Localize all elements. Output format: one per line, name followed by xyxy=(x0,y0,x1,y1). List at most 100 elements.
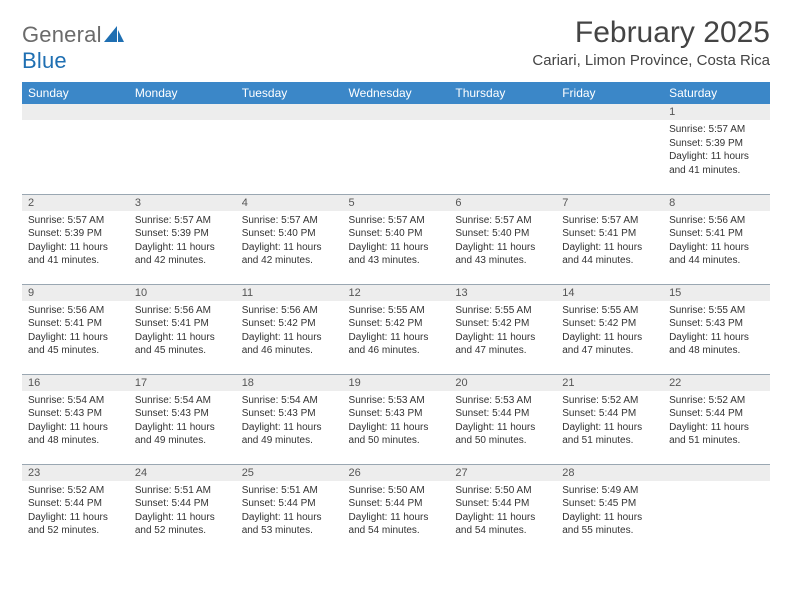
day-number: 6 xyxy=(449,195,556,211)
calendar-cell: 13Sunrise: 5:55 AMSunset: 5:42 PMDayligh… xyxy=(449,284,556,374)
day-number xyxy=(129,104,236,120)
day-number: 10 xyxy=(129,285,236,301)
calendar-cell: 3Sunrise: 5:57 AMSunset: 5:39 PMDaylight… xyxy=(129,194,236,284)
day-number xyxy=(663,465,770,481)
day-number: 16 xyxy=(22,375,129,391)
calendar-cell xyxy=(663,464,770,554)
daylight-text: Daylight: 11 hours and 49 minutes. xyxy=(135,421,230,448)
day-body xyxy=(449,120,556,180)
sunrise-text: Sunrise: 5:56 AM xyxy=(242,304,337,318)
day-body: Sunrise: 5:55 AMSunset: 5:42 PMDaylight:… xyxy=(556,301,663,362)
daylight-text: Daylight: 11 hours and 47 minutes. xyxy=(455,331,550,358)
day-number: 20 xyxy=(449,375,556,391)
calendar-cell: 14Sunrise: 5:55 AMSunset: 5:42 PMDayligh… xyxy=(556,284,663,374)
day-body: Sunrise: 5:55 AMSunset: 5:43 PMDaylight:… xyxy=(663,301,770,362)
sunrise-text: Sunrise: 5:57 AM xyxy=(669,123,764,137)
day-body: Sunrise: 5:53 AMSunset: 5:43 PMDaylight:… xyxy=(343,391,450,452)
day-body xyxy=(663,481,770,541)
day-body: Sunrise: 5:53 AMSunset: 5:44 PMDaylight:… xyxy=(449,391,556,452)
sunrise-text: Sunrise: 5:49 AM xyxy=(562,484,657,498)
day-body: Sunrise: 5:56 AMSunset: 5:41 PMDaylight:… xyxy=(663,211,770,272)
day-body: Sunrise: 5:55 AMSunset: 5:42 PMDaylight:… xyxy=(343,301,450,362)
calendar-table: Sunday Monday Tuesday Wednesday Thursday… xyxy=(22,82,770,554)
dow-thu: Thursday xyxy=(449,82,556,104)
day-number xyxy=(343,104,450,120)
sunset-text: Sunset: 5:45 PM xyxy=(562,497,657,511)
calendar-cell: 9Sunrise: 5:56 AMSunset: 5:41 PMDaylight… xyxy=(22,284,129,374)
day-body: Sunrise: 5:52 AMSunset: 5:44 PMDaylight:… xyxy=(663,391,770,452)
daylight-text: Daylight: 11 hours and 48 minutes. xyxy=(28,421,123,448)
sunset-text: Sunset: 5:40 PM xyxy=(455,227,550,241)
calendar-cell xyxy=(22,104,129,194)
day-body: Sunrise: 5:57 AMSunset: 5:40 PMDaylight:… xyxy=(449,211,556,272)
calendar-cell: 6Sunrise: 5:57 AMSunset: 5:40 PMDaylight… xyxy=(449,194,556,284)
day-body: Sunrise: 5:55 AMSunset: 5:42 PMDaylight:… xyxy=(449,301,556,362)
calendar-cell: 22Sunrise: 5:52 AMSunset: 5:44 PMDayligh… xyxy=(663,374,770,464)
day-number: 11 xyxy=(236,285,343,301)
day-body: Sunrise: 5:56 AMSunset: 5:41 PMDaylight:… xyxy=(22,301,129,362)
sunrise-text: Sunrise: 5:52 AM xyxy=(669,394,764,408)
daylight-text: Daylight: 11 hours and 51 minutes. xyxy=(562,421,657,448)
day-number: 24 xyxy=(129,465,236,481)
day-body: Sunrise: 5:57 AMSunset: 5:39 PMDaylight:… xyxy=(663,120,770,181)
day-body: Sunrise: 5:52 AMSunset: 5:44 PMDaylight:… xyxy=(556,391,663,452)
daylight-text: Daylight: 11 hours and 46 minutes. xyxy=(242,331,337,358)
title-block: February 2025 Cariari, Limon Province, C… xyxy=(532,16,770,69)
sunset-text: Sunset: 5:43 PM xyxy=(669,317,764,331)
day-number: 14 xyxy=(556,285,663,301)
daylight-text: Daylight: 11 hours and 51 minutes. xyxy=(669,421,764,448)
calendar-cell xyxy=(556,104,663,194)
sunrise-text: Sunrise: 5:57 AM xyxy=(28,214,123,228)
calendar-cell xyxy=(236,104,343,194)
sunrise-text: Sunrise: 5:55 AM xyxy=(669,304,764,318)
sunset-text: Sunset: 5:44 PM xyxy=(562,407,657,421)
calendar-week: 1Sunrise: 5:57 AMSunset: 5:39 PMDaylight… xyxy=(22,104,770,194)
sunset-text: Sunset: 5:40 PM xyxy=(349,227,444,241)
sunrise-text: Sunrise: 5:53 AM xyxy=(455,394,550,408)
day-body xyxy=(22,120,129,180)
daylight-text: Daylight: 11 hours and 55 minutes. xyxy=(562,511,657,538)
sunset-text: Sunset: 5:40 PM xyxy=(242,227,337,241)
day-number: 5 xyxy=(343,195,450,211)
day-body xyxy=(129,120,236,180)
day-number xyxy=(22,104,129,120)
sunrise-text: Sunrise: 5:53 AM xyxy=(349,394,444,408)
sunset-text: Sunset: 5:41 PM xyxy=(562,227,657,241)
day-body: Sunrise: 5:52 AMSunset: 5:44 PMDaylight:… xyxy=(22,481,129,542)
sunrise-text: Sunrise: 5:57 AM xyxy=(349,214,444,228)
day-body: Sunrise: 5:51 AMSunset: 5:44 PMDaylight:… xyxy=(129,481,236,542)
sunset-text: Sunset: 5:39 PM xyxy=(669,137,764,151)
daylight-text: Daylight: 11 hours and 46 minutes. xyxy=(349,331,444,358)
calendar-week: 16Sunrise: 5:54 AMSunset: 5:43 PMDayligh… xyxy=(22,374,770,464)
day-body: Sunrise: 5:57 AMSunset: 5:41 PMDaylight:… xyxy=(556,211,663,272)
day-number: 15 xyxy=(663,285,770,301)
dow-sun: Sunday xyxy=(22,82,129,104)
day-body: Sunrise: 5:56 AMSunset: 5:41 PMDaylight:… xyxy=(129,301,236,362)
day-number xyxy=(556,104,663,120)
dow-fri: Friday xyxy=(556,82,663,104)
day-number: 18 xyxy=(236,375,343,391)
day-body: Sunrise: 5:49 AMSunset: 5:45 PMDaylight:… xyxy=(556,481,663,542)
day-number xyxy=(236,104,343,120)
calendar-cell: 4Sunrise: 5:57 AMSunset: 5:40 PMDaylight… xyxy=(236,194,343,284)
day-body: Sunrise: 5:50 AMSunset: 5:44 PMDaylight:… xyxy=(343,481,450,542)
calendar-cell: 1Sunrise: 5:57 AMSunset: 5:39 PMDaylight… xyxy=(663,104,770,194)
sunrise-text: Sunrise: 5:50 AM xyxy=(349,484,444,498)
calendar-cell: 8Sunrise: 5:56 AMSunset: 5:41 PMDaylight… xyxy=(663,194,770,284)
day-number: 27 xyxy=(449,465,556,481)
day-body: Sunrise: 5:51 AMSunset: 5:44 PMDaylight:… xyxy=(236,481,343,542)
sunset-text: Sunset: 5:41 PM xyxy=(669,227,764,241)
daylight-text: Daylight: 11 hours and 49 minutes. xyxy=(242,421,337,448)
sunrise-text: Sunrise: 5:52 AM xyxy=(562,394,657,408)
calendar-cell: 26Sunrise: 5:50 AMSunset: 5:44 PMDayligh… xyxy=(343,464,450,554)
day-body: Sunrise: 5:54 AMSunset: 5:43 PMDaylight:… xyxy=(22,391,129,452)
calendar-cell: 24Sunrise: 5:51 AMSunset: 5:44 PMDayligh… xyxy=(129,464,236,554)
header: General Blue February 2025 Cariari, Limo… xyxy=(22,16,770,74)
calendar-cell: 20Sunrise: 5:53 AMSunset: 5:44 PMDayligh… xyxy=(449,374,556,464)
calendar-cell: 21Sunrise: 5:52 AMSunset: 5:44 PMDayligh… xyxy=(556,374,663,464)
calendar-cell: 18Sunrise: 5:54 AMSunset: 5:43 PMDayligh… xyxy=(236,374,343,464)
daylight-text: Daylight: 11 hours and 42 minutes. xyxy=(135,241,230,268)
sunset-text: Sunset: 5:43 PM xyxy=(242,407,337,421)
daylight-text: Daylight: 11 hours and 44 minutes. xyxy=(562,241,657,268)
dow-tue: Tuesday xyxy=(236,82,343,104)
